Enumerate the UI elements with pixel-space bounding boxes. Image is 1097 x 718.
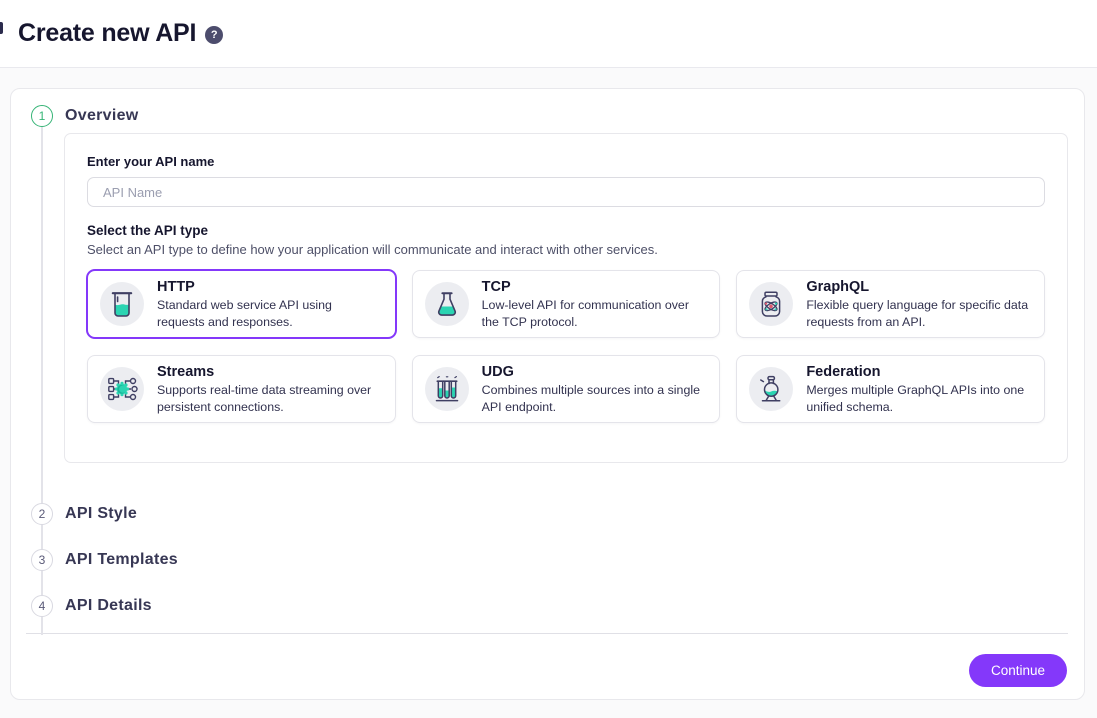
api-type-description: Supports real-time data streaming over p… bbox=[157, 382, 372, 414]
api-type-card-tcp[interactable]: TCP Low-level API for communication over… bbox=[411, 270, 721, 338]
clipped-edge-element bbox=[0, 22, 3, 34]
api-type-help-text: Select an API type to define how your ap… bbox=[87, 242, 658, 257]
footer-divider bbox=[26, 633, 1068, 634]
help-icon[interactable]: ? bbox=[205, 25, 224, 44]
page-title: Create new API bbox=[18, 19, 197, 47]
api-type-title: Federation bbox=[806, 363, 881, 380]
api-type-description: Flexible query language for specific dat… bbox=[806, 297, 1029, 329]
api-type-title: GraphQL bbox=[806, 278, 870, 295]
create-api-panel: 1 Overview Enter your API name Select th… bbox=[10, 88, 1085, 700]
api-type-description: Standard web service API using requests … bbox=[157, 297, 332, 329]
step-2-badge: 2 bbox=[31, 503, 53, 525]
api-type-title: Streams bbox=[157, 363, 215, 380]
step-connector-line bbox=[41, 127, 43, 635]
api-type-description: Combines multiple sources into a single … bbox=[481, 382, 700, 414]
step-api-templates[interactable]: 3 API Templates bbox=[11, 549, 1084, 571]
api-type-card-udg[interactable]: UDG Combines multiple sources into a sin… bbox=[411, 355, 721, 423]
api-type-title: UDG bbox=[481, 363, 514, 380]
api-type-card-graphql[interactable]: GraphQL Flexible query language for spec… bbox=[736, 270, 1045, 338]
beaker-icon bbox=[100, 282, 144, 326]
overview-form-card: Enter your API name Select the API type … bbox=[64, 133, 1068, 463]
step-1-badge: 1 bbox=[31, 105, 53, 127]
step-3-title: API Templates bbox=[65, 551, 178, 568]
api-type-description: Merges multiple GraphQL APIs into one un… bbox=[806, 382, 1025, 414]
api-name-label: Enter your API name bbox=[87, 154, 215, 169]
step-1-title: Overview bbox=[65, 107, 139, 124]
api-type-card-streams[interactable]: Streams Supports real-time data streamin… bbox=[87, 355, 396, 423]
test-tubes-icon bbox=[424, 367, 469, 411]
step-2-title: API Style bbox=[65, 505, 138, 522]
network-gear-icon bbox=[100, 367, 144, 411]
api-type-card-federation[interactable]: Federation Merges multiple GraphQL APIs … bbox=[736, 355, 1045, 423]
round-flask-icon bbox=[749, 367, 794, 411]
step-api-style[interactable]: 2 API Style bbox=[11, 503, 1084, 525]
panel-footer: Continue bbox=[11, 654, 1084, 687]
main-content: 1 Overview Enter your API name Select th… bbox=[0, 88, 1097, 700]
step-3-badge: 3 bbox=[31, 549, 53, 571]
api-name-input[interactable] bbox=[87, 177, 1045, 207]
continue-button[interactable]: Continue bbox=[968, 654, 1067, 687]
step-4-title: API Details bbox=[65, 597, 152, 614]
step-4-badge: 4 bbox=[31, 595, 53, 617]
api-type-description: Low-level API for communication over the… bbox=[481, 297, 689, 329]
api-type-label: Select the API type bbox=[87, 223, 209, 238]
erlenmeyer-flask-icon bbox=[424, 282, 469, 326]
page-header: Create new API ? bbox=[0, 0, 1097, 68]
step-overview[interactable]: 1 Overview bbox=[11, 105, 1084, 127]
api-type-title: HTTP bbox=[157, 278, 195, 295]
step-api-details[interactable]: 4 API Details bbox=[11, 595, 1084, 617]
jar-atom-icon bbox=[749, 282, 794, 326]
api-type-grid: HTTP Standard web service API using requ… bbox=[87, 270, 1045, 423]
api-type-card-http[interactable]: HTTP Standard web service API using requ… bbox=[87, 270, 396, 338]
api-type-title: TCP bbox=[481, 278, 511, 295]
